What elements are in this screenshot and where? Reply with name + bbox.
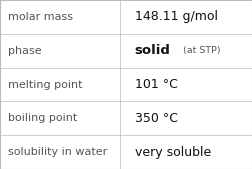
Text: solid: solid <box>135 44 171 57</box>
Text: 101 °C: 101 °C <box>135 78 178 91</box>
Text: phase: phase <box>8 46 41 56</box>
Text: boiling point: boiling point <box>8 113 77 123</box>
Text: melting point: melting point <box>8 79 82 90</box>
Text: molar mass: molar mass <box>8 12 73 22</box>
Text: solubility in water: solubility in water <box>8 147 107 157</box>
Text: (at STP): (at STP) <box>183 46 220 55</box>
Text: very soluble: very soluble <box>135 146 211 159</box>
Text: 350 °C: 350 °C <box>135 112 178 125</box>
Text: 148.11 g/mol: 148.11 g/mol <box>135 10 218 23</box>
